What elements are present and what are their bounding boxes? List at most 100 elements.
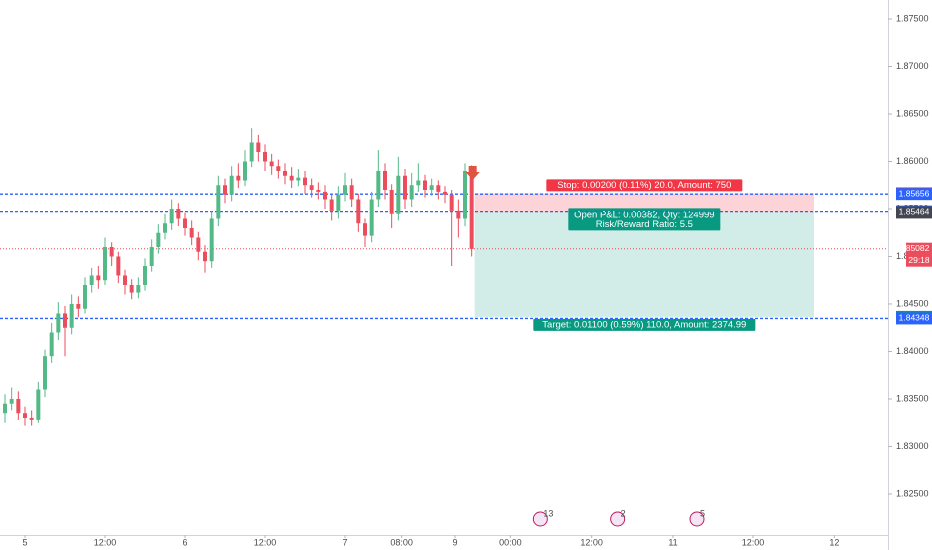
candle-body bbox=[409, 185, 414, 200]
x-tick-label: 12 bbox=[829, 537, 839, 547]
candle-body bbox=[383, 170, 387, 190]
candle-body bbox=[349, 185, 354, 200]
event-count: 2 bbox=[621, 508, 626, 518]
candle-body bbox=[309, 185, 314, 190]
candle-body bbox=[356, 199, 361, 224]
candle-body bbox=[449, 194, 454, 211]
x-tick-label: 11 bbox=[668, 537, 677, 547]
y-tick-label: 1.87000 bbox=[896, 61, 929, 71]
candle-body bbox=[443, 191, 447, 195]
candle-body bbox=[369, 199, 374, 236]
y-tick-label: 1.83000 bbox=[896, 441, 929, 451]
candle-body bbox=[323, 191, 327, 200]
candle-body bbox=[216, 185, 221, 219]
candle-body bbox=[23, 413, 27, 418]
x-tick-label: 7 bbox=[342, 537, 347, 547]
candle-body bbox=[303, 177, 307, 186]
price-tag bbox=[906, 242, 932, 267]
candle-body bbox=[16, 398, 21, 414]
candle-body bbox=[29, 417, 34, 420]
position-label: Target: 0.01100 (0.59%) 110.0, Amount: 2… bbox=[542, 319, 746, 330]
candle-body bbox=[169, 208, 174, 224]
candle-body bbox=[183, 218, 187, 228]
candle-body bbox=[36, 389, 41, 420]
candle-body bbox=[256, 142, 261, 152]
position-label: Stop: 0.00200 (0.11%) 20.0, Amount: 750 bbox=[557, 180, 731, 191]
y-tick-label: 1.82500 bbox=[896, 488, 929, 498]
candle-body bbox=[263, 151, 267, 162]
countdown: 29:18 bbox=[908, 255, 930, 265]
candle-body bbox=[49, 332, 54, 357]
candle-body bbox=[363, 223, 367, 236]
position-label-bg bbox=[546, 179, 743, 192]
candle-body bbox=[163, 223, 167, 233]
candle-body bbox=[209, 218, 214, 262]
candle-body bbox=[43, 356, 47, 390]
candle-body bbox=[429, 185, 434, 190]
y-tick-label: 1.84000 bbox=[896, 346, 929, 356]
price-tag-label: 1.85656 bbox=[899, 188, 930, 198]
x-tick-label: 5 bbox=[22, 537, 27, 547]
y-tick-label: 1.86500 bbox=[896, 108, 929, 118]
candle-body bbox=[149, 246, 154, 266]
candle-body bbox=[69, 303, 74, 328]
x-tick-label: 12:00 bbox=[742, 537, 765, 547]
candle-body bbox=[109, 246, 114, 257]
x-tick-label: 6 bbox=[182, 537, 187, 547]
candle-body bbox=[403, 175, 407, 200]
candle-body bbox=[229, 175, 234, 195]
candle-body bbox=[96, 275, 101, 281]
x-tick-label: 12:00 bbox=[580, 537, 603, 547]
candle-body bbox=[196, 237, 201, 252]
x-tick-label: 00:00 bbox=[499, 537, 522, 547]
candle-body bbox=[336, 194, 341, 211]
price-tag-label: 1.85464 bbox=[899, 207, 930, 217]
y-tick-label: 1.86000 bbox=[896, 156, 929, 166]
x-tick-label: 08:00 bbox=[390, 537, 413, 547]
candle-body bbox=[423, 180, 427, 190]
candle-body bbox=[276, 166, 281, 171]
y-tick-label: 1.87500 bbox=[896, 13, 929, 23]
event-icon bbox=[610, 511, 626, 527]
candle-body bbox=[436, 185, 441, 192]
candle-body bbox=[123, 275, 127, 285]
candle-body bbox=[396, 175, 401, 214]
event-count: 5 bbox=[700, 508, 705, 518]
position-label-bg bbox=[568, 208, 721, 231]
position-label: Open P&L: 0.00382, Qty: 124999 bbox=[574, 209, 715, 220]
candle-body bbox=[376, 170, 381, 200]
candle-body bbox=[83, 284, 87, 309]
stop-zone bbox=[474, 193, 814, 213]
candle-body bbox=[236, 175, 241, 181]
candle-body bbox=[63, 313, 67, 328]
candle-body bbox=[76, 303, 81, 309]
candle-body bbox=[463, 170, 467, 219]
candle-body bbox=[116, 256, 121, 276]
sell-arrow bbox=[465, 166, 480, 180]
x-tick-label: 9 bbox=[452, 537, 457, 547]
candle-body bbox=[389, 189, 394, 214]
candle-body bbox=[416, 180, 421, 186]
candle-body bbox=[223, 185, 227, 195]
candle-body bbox=[156, 232, 161, 247]
candle-body bbox=[3, 403, 7, 414]
position-label-bg bbox=[533, 318, 756, 331]
candle-body bbox=[329, 199, 334, 211]
candle-body bbox=[136, 284, 141, 293]
event-icon bbox=[532, 511, 548, 527]
candle-body bbox=[316, 189, 321, 192]
candle-body bbox=[56, 313, 61, 333]
candle-body bbox=[176, 208, 181, 219]
candle-body bbox=[143, 265, 147, 285]
candle-body bbox=[296, 177, 301, 181]
x-tick-label: 12:00 bbox=[94, 537, 117, 547]
price-tag-label: 1.84348 bbox=[899, 313, 930, 323]
candle-body bbox=[243, 161, 247, 181]
y-tick-label: 1.84500 bbox=[896, 298, 929, 308]
price-tag bbox=[896, 188, 932, 201]
candle-body bbox=[289, 175, 294, 181]
price-tag bbox=[896, 206, 932, 219]
candle-body bbox=[189, 227, 194, 238]
candle-body bbox=[9, 398, 14, 404]
